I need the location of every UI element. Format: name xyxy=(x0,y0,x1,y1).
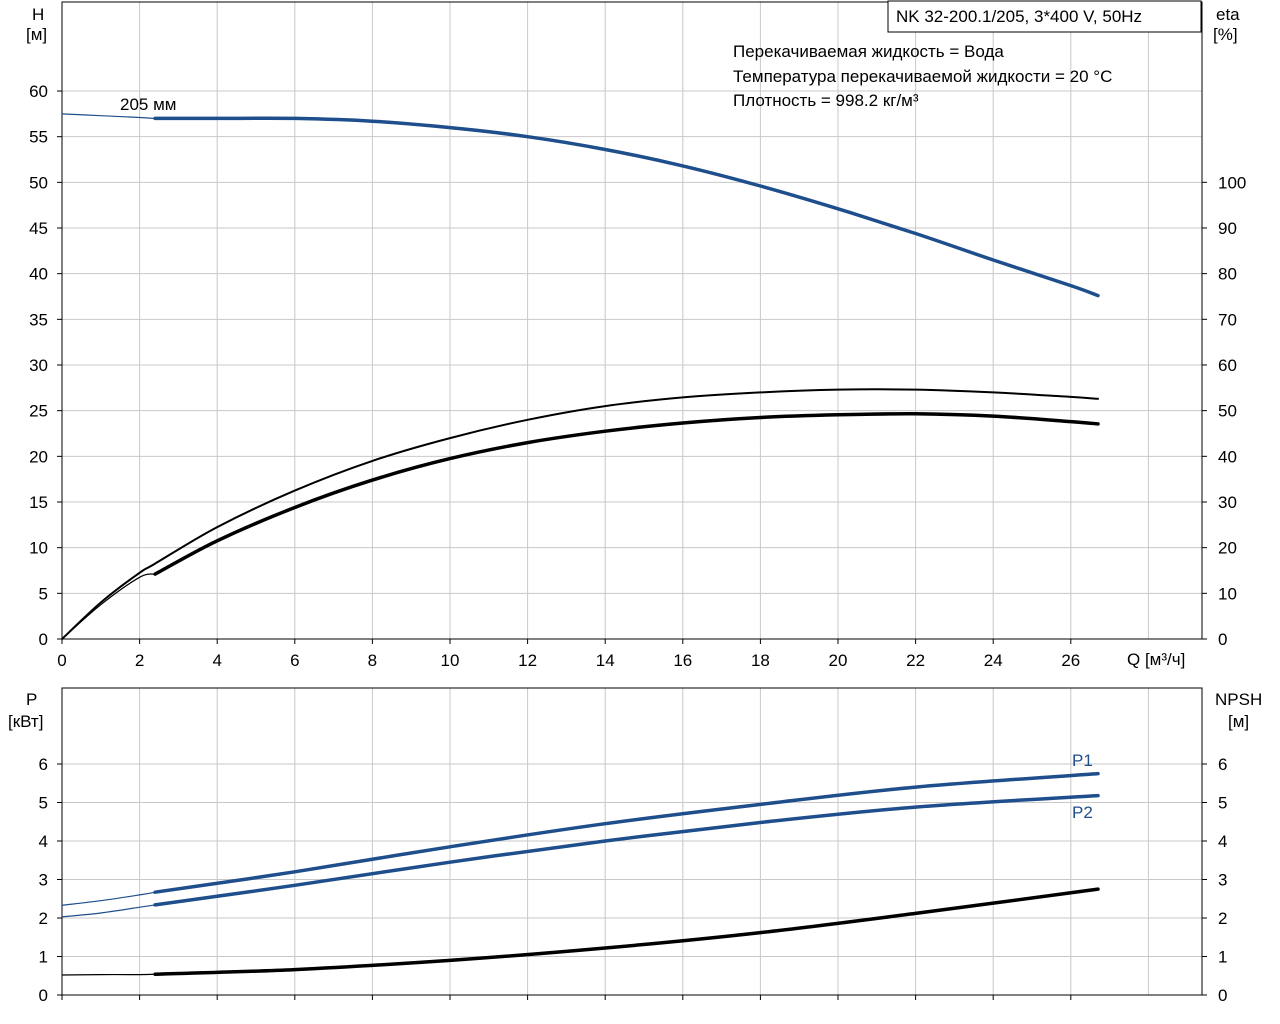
x-axis-tick-label: 0 xyxy=(57,651,66,670)
h-axis-name: H xyxy=(32,5,44,24)
series-line-extrapolated xyxy=(61,891,156,906)
left-axis-tick-label: 25 xyxy=(29,402,48,421)
x-axis-tick-label: 18 xyxy=(751,651,770,670)
right-axis-tick-label: 0 xyxy=(1218,986,1227,1005)
right-axis-tick-label: 30 xyxy=(1218,493,1237,512)
info-line-temperature: Температура перекачиваемой жидкости = 20… xyxy=(733,67,1112,86)
right-axis-tick-label: 5 xyxy=(1218,794,1227,813)
series-line xyxy=(61,388,1099,640)
right-axis-tick-label: 4 xyxy=(1218,832,1227,851)
info-line-fluid: Перекачиваемая жидкость = Вода xyxy=(733,42,1004,61)
left-axis-tick-label: 4 xyxy=(39,832,48,851)
series-line-extrapolated xyxy=(61,113,156,119)
series-line xyxy=(153,887,1100,976)
x-axis-tick-label: 26 xyxy=(1061,651,1080,670)
x-axis-tick-label: 2 xyxy=(135,651,144,670)
x-axis-tick-label: 10 xyxy=(441,651,460,670)
title-box: NK 32-200.1/205, 3*400 V, 50Hz xyxy=(887,0,1202,33)
q-axis-label: Q [м³/ч] xyxy=(1127,650,1185,669)
left-axis-tick-label: 2 xyxy=(39,909,48,928)
series-line-extrapolated xyxy=(61,973,156,976)
right-axis-tick-label: 3 xyxy=(1218,871,1227,890)
x-axis-tick-label: 6 xyxy=(290,651,299,670)
info-line-density: Плотность = 998.2 кг/м³ xyxy=(733,91,919,110)
right-axis-tick-label: 50 xyxy=(1218,402,1237,421)
series-line-extrapolated xyxy=(61,904,156,918)
x-axis-tick-label: 20 xyxy=(829,651,848,670)
right-axis-tick-label: 60 xyxy=(1218,356,1237,375)
right-axis-tick-label: 100 xyxy=(1218,173,1246,192)
left-axis-tick-label: 5 xyxy=(39,584,48,603)
series-label-p2: P2 xyxy=(1072,803,1093,822)
right-axis-tick-label: 0 xyxy=(1218,630,1227,649)
x-axis-tick-label: 12 xyxy=(518,651,537,670)
series-line xyxy=(153,771,1100,894)
title-box-text: NK 32-200.1/205, 3*400 V, 50Hz xyxy=(896,7,1142,26)
right-axis-tick-label: 70 xyxy=(1218,310,1237,329)
x-axis-tick-label: 14 xyxy=(596,651,615,670)
h-axis-unit: [м] xyxy=(26,25,47,44)
x-axis-tick-label: 22 xyxy=(906,651,925,670)
right-axis-tick-label: 6 xyxy=(1218,755,1227,774)
eta-axis-unit: [%] xyxy=(1213,25,1238,44)
x-axis-tick-label: 8 xyxy=(368,651,377,670)
p-axis-unit: [кВт] xyxy=(8,712,43,731)
series-line-extrapolated xyxy=(61,573,156,640)
series-line xyxy=(153,116,1100,298)
left-axis-tick-label: 0 xyxy=(39,986,48,1005)
left-axis-tick-label: 20 xyxy=(29,447,48,466)
x-axis-tick-label: 24 xyxy=(984,651,1003,670)
right-axis-tick-label: 20 xyxy=(1218,539,1237,558)
right-axis-tick-label: 10 xyxy=(1218,584,1237,603)
left-axis-tick-label: 30 xyxy=(29,356,48,375)
curve-label-205mm: 205 мм xyxy=(120,95,176,114)
series-line xyxy=(153,793,1100,907)
left-axis-tick-label: 60 xyxy=(29,82,48,101)
left-axis-tick-label: 15 xyxy=(29,493,48,512)
right-axis-tick-label: 2 xyxy=(1218,909,1227,928)
eta-axis-name: eta xyxy=(1216,5,1240,24)
right-axis-tick-label: 40 xyxy=(1218,447,1237,466)
left-axis-tick-label: 40 xyxy=(29,265,48,284)
left-axis-tick-label: 3 xyxy=(39,871,48,890)
left-axis-tick-label: 55 xyxy=(29,128,48,147)
left-axis-tick-label: 5 xyxy=(39,794,48,813)
left-axis-tick-label: 35 xyxy=(29,310,48,329)
series-label-p1: P1 xyxy=(1072,751,1093,770)
left-axis-tick-label: 1 xyxy=(39,948,48,967)
right-axis-tick-label: 1 xyxy=(1218,948,1227,967)
x-axis-tick-label: 4 xyxy=(212,651,221,670)
left-axis-tick-label: 10 xyxy=(29,539,48,558)
left-axis-tick-label: 0 xyxy=(39,630,48,649)
left-axis-tick-label: 50 xyxy=(29,173,48,192)
left-axis-tick-label: 6 xyxy=(39,755,48,774)
series-line xyxy=(153,412,1100,576)
left-axis-tick-label: 45 xyxy=(29,219,48,238)
qh-eta-plot: 0510152025303540455055600102030405060708… xyxy=(29,1,1246,670)
npsh-axis-unit: [м] xyxy=(1228,712,1249,731)
plot-frame xyxy=(61,1,1203,640)
x-axis-tick-label: 16 xyxy=(673,651,692,670)
power-npsh-plot: 0 1 2 3 4 5 6 0 1 2 3 4 5 6 xyxy=(39,687,1227,1005)
right-axis-tick-label: 80 xyxy=(1218,265,1237,284)
right-axis-tick-label: 90 xyxy=(1218,219,1237,238)
npsh-axis-name: NPSH xyxy=(1215,690,1262,709)
p-axis-name: P xyxy=(26,690,37,709)
